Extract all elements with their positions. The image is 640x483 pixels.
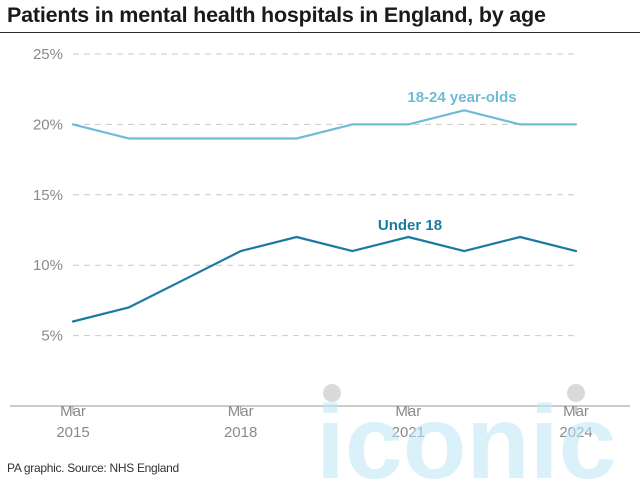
- series-label-under-18: Under 18: [378, 217, 442, 234]
- x-tick-month: Mar: [395, 403, 421, 420]
- grid-lines: [73, 53, 576, 337]
- iconic-watermark: iconic: [316, 384, 617, 483]
- series-labels: 18-24 year-olds Under 18: [378, 89, 517, 234]
- series-line-under-18: [71, 235, 578, 323]
- x-tick-month: Mar: [563, 403, 589, 420]
- series-lines: [71, 109, 578, 323]
- x-tick-year: 2021: [392, 424, 425, 441]
- x-tick-label-2024: Mar 2024: [559, 403, 592, 441]
- x-tick-label-2021: Mar 2021: [392, 403, 425, 441]
- y-tick-label-5: 5%: [41, 328, 63, 345]
- x-tick-label-2018: Mar 2018: [224, 403, 257, 441]
- series-label-18-24-year-olds: 18-24 year-olds: [407, 89, 516, 106]
- watermark-dot-left: [323, 384, 341, 402]
- x-tick-year: 2018: [224, 424, 257, 441]
- y-axis-labels: 5% 10% 15% 20% 25%: [33, 46, 63, 345]
- x-tick-label-2015: Mar 2015: [56, 403, 89, 441]
- y-tick-label-10: 10%: [33, 257, 63, 274]
- series-line-18-24-year-olds: [71, 109, 578, 140]
- watermark-text: iconic: [316, 385, 617, 483]
- x-tick-month: Mar: [60, 403, 86, 420]
- y-tick-label-20: 20%: [33, 116, 63, 133]
- chart-title: Patients in mental health hospitals in E…: [7, 3, 546, 27]
- title-rule: [0, 32, 640, 33]
- x-axis-labels: Mar 2015 Mar 2018 Mar 2021 Mar 2024: [56, 403, 592, 441]
- x-tick-year: 2024: [559, 424, 592, 441]
- y-tick-label-25: 25%: [33, 46, 63, 63]
- source-note: PA graphic. Source: NHS England: [7, 461, 179, 475]
- x-axis: [10, 405, 630, 414]
- y-tick-label-15: 15%: [33, 187, 63, 204]
- watermark-dot-right: [567, 384, 585, 402]
- x-tick-month: Mar: [228, 403, 254, 420]
- x-tick-year: 2015: [56, 424, 89, 441]
